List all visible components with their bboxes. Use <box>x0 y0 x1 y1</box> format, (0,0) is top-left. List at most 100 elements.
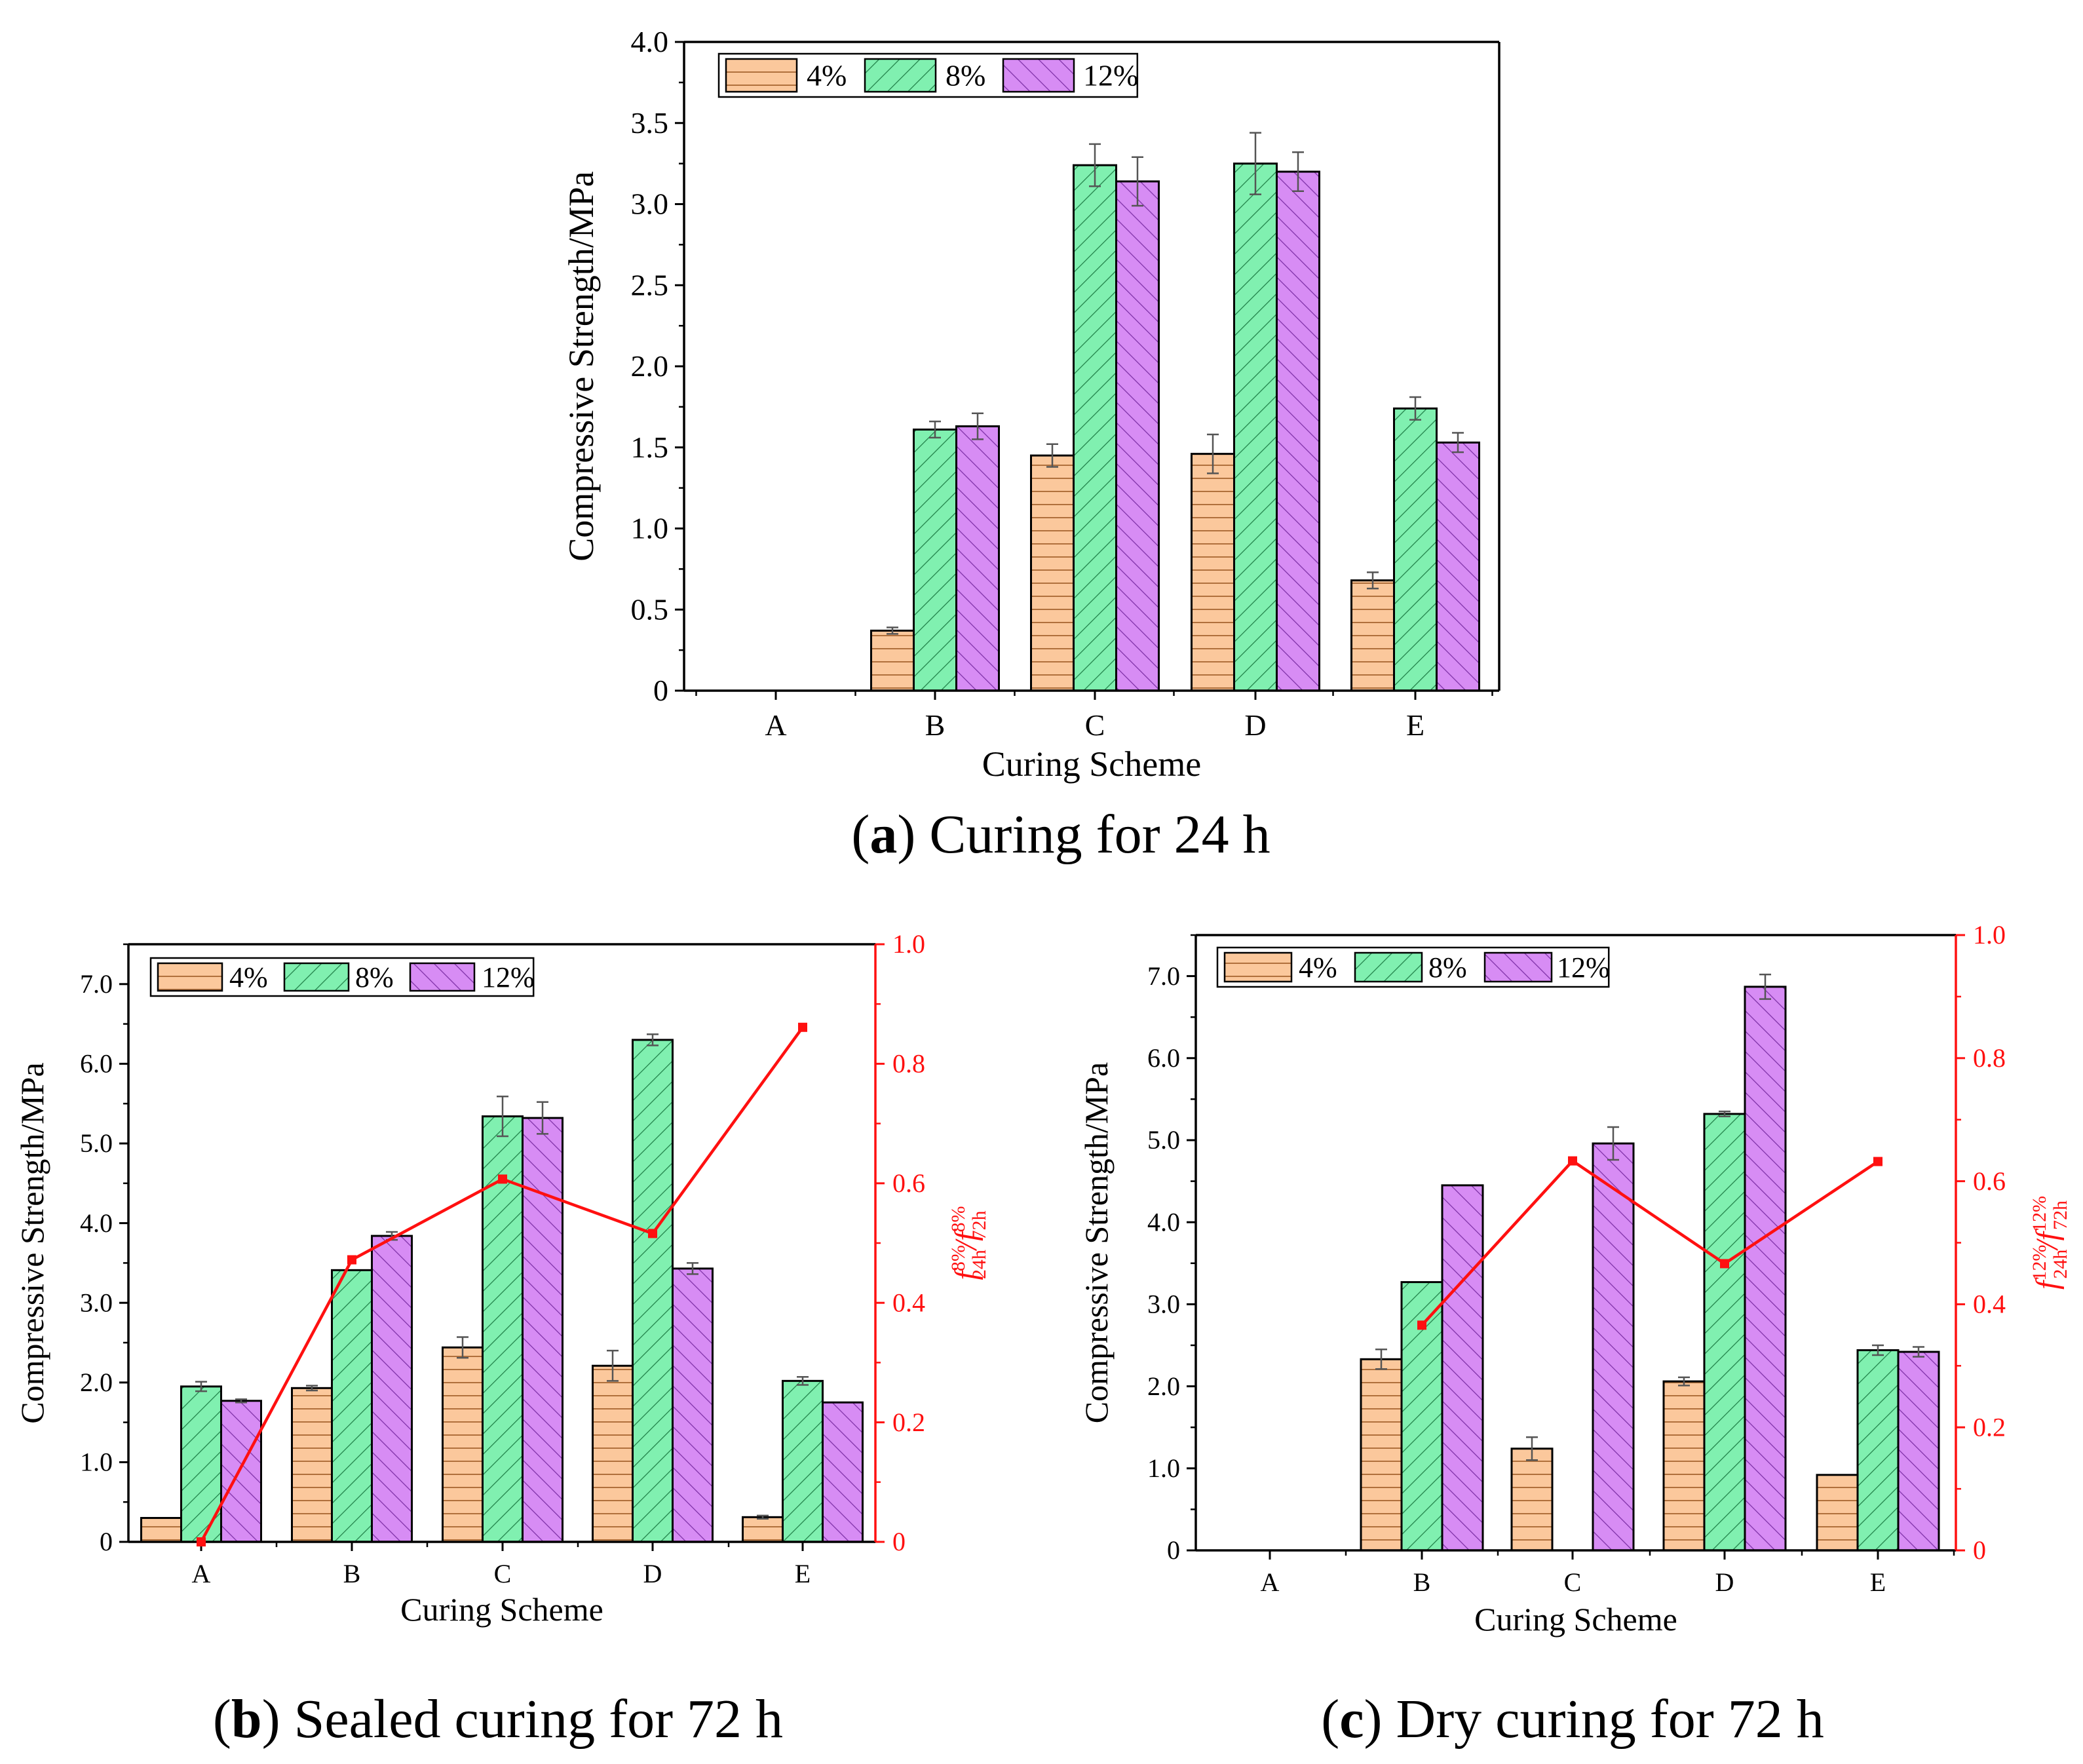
caption-c-letter: c <box>1339 1689 1364 1750</box>
legend-swatch-s12 <box>1483 951 1553 983</box>
bar-s12-B <box>1441 1184 1484 1552</box>
bar-s12-E <box>1897 1351 1940 1552</box>
x-axis-title: Curing Scheme <box>400 1591 603 1628</box>
y-tick-label: 3.0 <box>631 187 669 221</box>
y2-title-sub1: 24h <box>2050 1250 2071 1279</box>
y-tick-label: 1.0 <box>80 1448 113 1477</box>
caption-a-text: Curing for 24 h <box>929 804 1271 865</box>
y2-axis-title: f8%24h/f8%72h <box>947 1206 990 1280</box>
ratio-point-D <box>1720 1259 1729 1269</box>
y2-tick-label: 0.8 <box>892 1049 925 1079</box>
x-axis-title: Curing Scheme <box>1474 1601 1677 1638</box>
error-bar-s4-B <box>887 626 898 635</box>
legend: 4% 8% 12% <box>149 957 535 997</box>
caption-b-text: Sealed curing for 72 h <box>294 1689 784 1750</box>
x-tick-label: B <box>1413 1567 1431 1597</box>
x-tick-label: E <box>1870 1567 1886 1597</box>
y-tick-label: 0 <box>653 674 668 707</box>
error-bar-s12-C <box>1607 1126 1619 1161</box>
bar-s4-E <box>1816 1474 1859 1552</box>
legend-label-s12: 12% <box>1083 59 1138 92</box>
bar-s4-E <box>742 1516 784 1543</box>
legend-label-s12: 12% <box>482 961 535 993</box>
bar-s8-C <box>1073 164 1117 692</box>
error-bar-s12-E <box>1452 432 1464 453</box>
error-bar-s8-C <box>1089 143 1101 187</box>
error-bar-s8-A <box>195 1381 207 1392</box>
legend-swatch-s4 <box>725 58 798 93</box>
error-bar-s12-C <box>537 1101 548 1135</box>
x-tick-label: C <box>1564 1567 1582 1597</box>
bar-s12-C <box>522 1117 564 1543</box>
y-tick-label: 7.0 <box>1147 961 1180 991</box>
caption-b: (b) Sealed curing for 72 h <box>212 1689 784 1750</box>
bar-s4-C <box>1030 454 1075 692</box>
x-tick-label: A <box>192 1559 211 1588</box>
bar-s12-C <box>1592 1142 1635 1552</box>
legend: 4% 8% 12% <box>1216 946 1610 988</box>
y2-axis-title: f12%24h/f12%72h <box>2029 1196 2071 1290</box>
chart-panel-b: 0 1.0 2.0 3.0 4.0 5.0 6.0 7.0 A B C D E Curing Scheme… <box>14 929 990 1628</box>
y2-tick-label: 0.4 <box>892 1288 925 1317</box>
bar-s8-E <box>782 1379 824 1543</box>
y2-tick-label: 0.8 <box>1973 1043 2006 1073</box>
y2-title-sub2: 72h <box>2050 1200 2071 1230</box>
caption-a-letter: a <box>870 804 898 865</box>
error-bar-s8-D <box>1719 1110 1730 1117</box>
y-axis-title: Compressive Strength/MPa <box>562 171 601 562</box>
error-bar-s8-D <box>1250 132 1261 195</box>
y-tick-label: 2.0 <box>631 349 669 383</box>
error-bar-s4-B <box>306 1385 318 1392</box>
ratio-point-C <box>1568 1156 1577 1166</box>
legend-swatch-s12 <box>409 962 476 992</box>
bar-s8-D <box>1703 1113 1746 1552</box>
error-bar-s4-D <box>1678 1376 1690 1387</box>
bar-s4-B <box>1360 1358 1403 1552</box>
error-bar-s8-B <box>929 420 941 439</box>
error-bar-s8-E <box>1409 396 1421 421</box>
ratio-series <box>1417 1156 1882 1330</box>
y2-tick-label: 0.2 <box>1973 1412 2006 1442</box>
ratio-point-C <box>498 1174 507 1184</box>
legend-label-s12: 12% <box>1557 951 1610 984</box>
bar-s4-A <box>140 1517 182 1543</box>
error-bar-s4-C <box>1046 443 1058 468</box>
bar-s8-E <box>1393 407 1438 692</box>
bar-s12-D <box>1744 986 1787 1552</box>
bar-s4-B <box>291 1387 333 1543</box>
legend: 4% 8% 12% <box>717 52 1138 98</box>
x-tick-label: C <box>494 1559 512 1588</box>
bar-s12-A <box>220 1400 262 1543</box>
y-tick-label: 2.0 <box>1147 1371 1180 1401</box>
caption-b-letter: b <box>231 1689 262 1750</box>
error-bar-s12-E <box>1913 1346 1924 1358</box>
caption-c-text: Dry curing for 72 h <box>1396 1689 1824 1750</box>
y-tick-label: 5.0 <box>1147 1125 1180 1155</box>
ratio-series <box>197 1022 807 1546</box>
x-tick-label: E <box>1406 708 1424 742</box>
x-axis-title: Curing Scheme <box>982 744 1201 784</box>
x-tick-label: B <box>343 1559 361 1588</box>
y-tick-label: 6.0 <box>80 1049 113 1079</box>
y2-tick-label: 0.2 <box>892 1408 925 1437</box>
ratio-point-B <box>1417 1320 1426 1330</box>
legend-swatch-s4 <box>1223 951 1293 983</box>
y2-title-sup1: 8% <box>947 1245 969 1271</box>
y-tick-label: 7.0 <box>80 969 113 999</box>
y2-title-f2: /f <box>949 1229 984 1252</box>
error-bar-s8-C <box>497 1096 508 1138</box>
bar-s12-D <box>672 1267 714 1543</box>
y-tick-label: 3.0 <box>1147 1290 1180 1319</box>
bar-s12-B <box>955 425 1000 692</box>
error-bar-s12-D <box>1292 151 1304 192</box>
bar-s4-D <box>592 1364 634 1543</box>
ratio-point-E <box>1873 1157 1882 1166</box>
legend-label-s8: 8% <box>946 59 985 92</box>
legend-swatch-s8 <box>864 58 937 93</box>
x-tick-label: D <box>1715 1567 1734 1597</box>
bar-s4-E <box>1350 579 1395 692</box>
error-bar-s4-E <box>1367 571 1379 590</box>
error-bar-s4-C <box>1526 1436 1538 1461</box>
caption-a: (a) Curing for 24 h <box>851 804 1271 865</box>
